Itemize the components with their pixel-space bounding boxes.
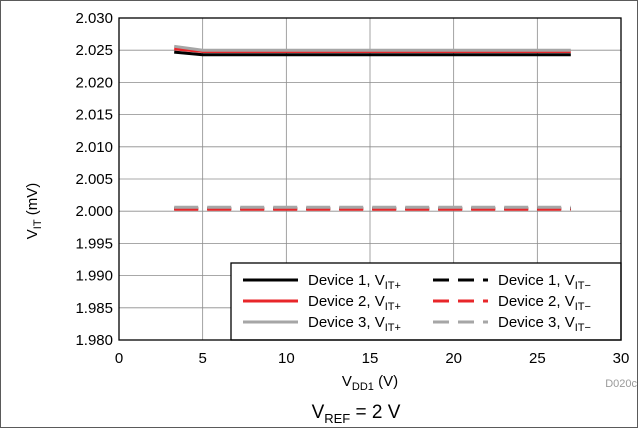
legend-label-sub: IT+	[385, 322, 401, 334]
y-axis-ticks: 1.980 1.985 1.990 1.995 2.000 2.005 2.010 2.015…	[75, 10, 113, 349]
legend-label-main: Device 2, V	[498, 293, 575, 310]
legend-label: Device 3, VIT−	[498, 314, 591, 334]
legend-label-main: Device 2, V	[308, 293, 385, 310]
y-tick-label: 2.005	[75, 171, 113, 188]
x-axis-ticks: 0 5 10 15 20 25 30	[115, 350, 630, 367]
legend-label-sub: IT−	[575, 301, 591, 313]
y-tick-label: 1.980	[75, 332, 113, 349]
y-tick-label: 2.020	[75, 74, 113, 91]
series-layer	[173, 44, 571, 211]
condition-label: VREF = 2 V	[312, 402, 401, 426]
y-tick-label: 2.000	[75, 203, 113, 220]
x-tick-label: 15	[362, 350, 379, 367]
y-tick-label: 2.030	[75, 10, 113, 27]
y-axis-title: VIT (mV)	[24, 183, 44, 239]
x-tick-label: 5	[198, 350, 206, 367]
legend-label-sub: IT−	[575, 280, 591, 292]
y-axis-title-sub: IT	[32, 219, 44, 229]
x-tick-label: 20	[445, 350, 462, 367]
condition-main: V	[312, 402, 325, 423]
legend-label-main: Device 3, V	[308, 314, 385, 331]
x-tick-label: 10	[278, 350, 295, 367]
y-tick-label: 2.015	[75, 107, 113, 124]
x-axis-title: VDD1 (V)	[342, 373, 398, 393]
plot-area	[118, 17, 622, 341]
y-axis-title-main: V	[24, 229, 41, 239]
x-tick-label: 25	[529, 350, 546, 367]
x-axis-title-sub: DD1	[352, 381, 374, 393]
series-line	[173, 44, 571, 52]
x-tick-label: 30	[613, 350, 630, 367]
legend-label: Device 2, VIT−	[498, 293, 591, 313]
legend-label: Device 1, VIT+	[308, 272, 401, 292]
legend-label: Device 3, VIT+	[308, 314, 401, 334]
y-tick-label: 2.025	[75, 42, 113, 59]
y-tick-label: 1.995	[75, 235, 113, 252]
x-axis-title-main: V	[342, 373, 352, 390]
legend: Device 1, VIT+ Device 1, VIT−Device 2, VI…	[230, 262, 622, 341]
legend-label-main: Device 3, V	[498, 314, 575, 331]
legend-label: Device 1, VIT−	[498, 272, 591, 292]
y-tick-label: 1.990	[75, 268, 113, 285]
legend-label-sub: IT+	[385, 301, 401, 313]
legend-label: Device 2, VIT+	[308, 293, 401, 313]
y-axis-title-unit: (mV)	[24, 183, 41, 220]
x-axis-title-unit: (V)	[374, 373, 398, 390]
condition-sub: REF	[324, 411, 350, 426]
legend-label-sub: IT−	[575, 322, 591, 334]
y-tick-label: 1.985	[75, 300, 113, 317]
figure-code: D020c	[605, 378, 637, 390]
legend-label-sub: IT+	[385, 280, 401, 292]
legend-label-main: Device 1, V	[498, 272, 575, 289]
x-tick-label: 0	[115, 350, 123, 367]
y-tick-label: 2.010	[75, 139, 113, 156]
series-line	[174, 50, 571, 57]
legend-label-main: Device 1, V	[308, 272, 385, 289]
condition-rest: = 2 V	[350, 402, 400, 423]
